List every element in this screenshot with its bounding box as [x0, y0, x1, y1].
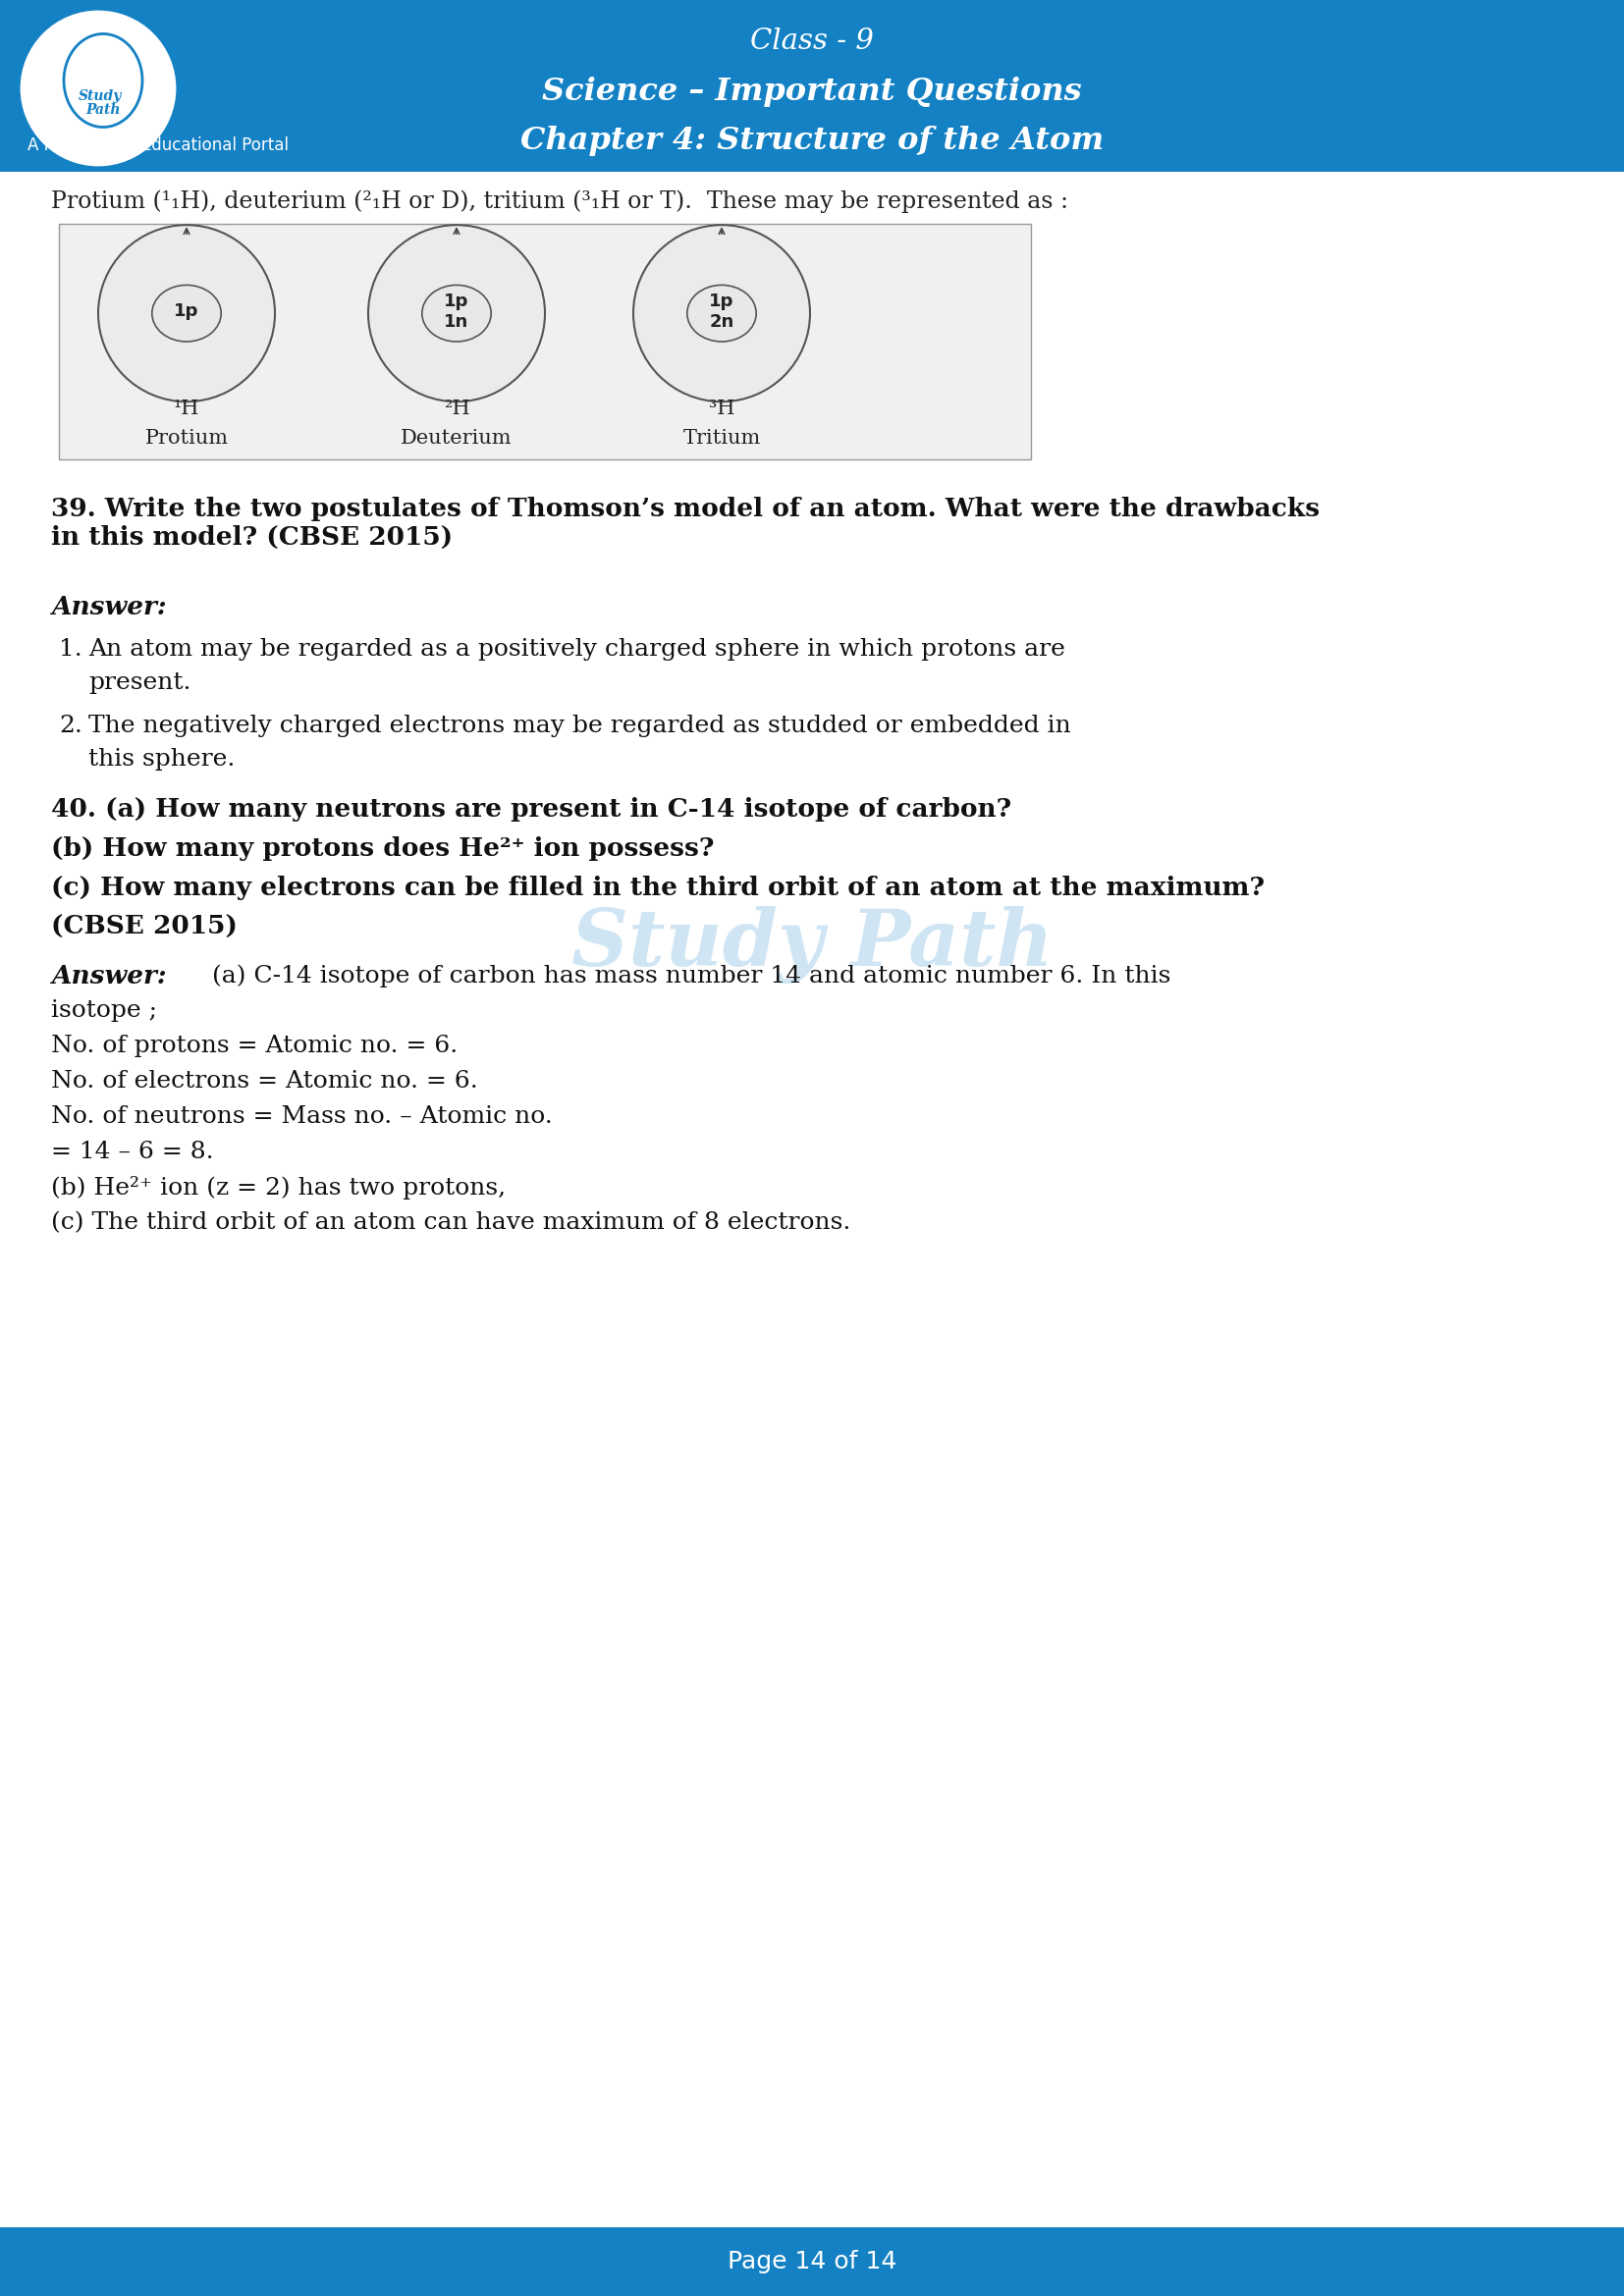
Circle shape [21, 11, 175, 165]
Text: 2.: 2. [58, 714, 83, 737]
Text: (b) He²⁺ ion (z = 2) has two protons,: (b) He²⁺ ion (z = 2) has two protons, [50, 1176, 505, 1199]
Text: 1.: 1. [58, 638, 83, 661]
Text: 1p
2n: 1p 2n [710, 292, 734, 331]
Text: An atom may be regarded as a positively charged sphere in which protons are: An atom may be regarded as a positively … [88, 638, 1065, 661]
Text: (c) The third orbit of an atom can have maximum of 8 electrons.: (c) The third orbit of an atom can have … [50, 1212, 851, 1233]
Text: Chapter 4: Structure of the Atom: Chapter 4: Structure of the Atom [520, 126, 1104, 156]
Text: Study: Study [78, 90, 122, 103]
Text: = 14 – 6 = 8.: = 14 – 6 = 8. [50, 1141, 214, 1164]
Text: 1p
1n: 1p 1n [443, 292, 469, 331]
Text: Tritium: Tritium [682, 429, 760, 448]
Text: (CBSE 2015): (CBSE 2015) [50, 914, 237, 939]
Text: A Free Online Educational Portal: A Free Online Educational Portal [28, 135, 289, 154]
Ellipse shape [153, 285, 221, 342]
Text: (a) C-14 isotope of carbon has mass number 14 and atomic number 6. In this: (a) C-14 isotope of carbon has mass numb… [197, 964, 1171, 987]
Text: ¹H: ¹H [174, 400, 200, 418]
Ellipse shape [422, 285, 490, 342]
Text: Study Path: Study Path [572, 905, 1052, 983]
Text: this sphere.: this sphere. [88, 748, 235, 771]
Text: Deuterium: Deuterium [401, 429, 512, 448]
Text: No. of protons = Atomic no. = 6.: No. of protons = Atomic no. = 6. [50, 1035, 458, 1056]
Text: Page 14 of 14: Page 14 of 14 [728, 2250, 896, 2273]
Bar [58, 223, 1031, 459]
Circle shape [97, 225, 274, 402]
Circle shape [369, 225, 546, 402]
Text: The negatively charged electrons may be regarded as studded or embedded in: The negatively charged electrons may be … [88, 714, 1070, 737]
Text: Class - 9: Class - 9 [750, 28, 874, 55]
Text: No. of electrons = Atomic no. = 6.: No. of electrons = Atomic no. = 6. [50, 1070, 477, 1093]
Text: ³H: ³H [708, 400, 734, 418]
Text: (c) How many electrons can be filled in the third orbit of an atom at the maximu: (c) How many electrons can be filled in … [50, 875, 1265, 900]
Text: 40. (a) How many neutrons are present in C-14 isotope of carbon?: 40. (a) How many neutrons are present in… [50, 797, 1012, 822]
Text: Path: Path [86, 103, 120, 117]
Text: Answer:: Answer: [50, 964, 167, 990]
Bar [0, 0, 1624, 172]
Text: Science – Important Questions: Science – Important Questions [542, 76, 1082, 108]
Circle shape [633, 225, 810, 402]
Text: 39. Write the two postulates of Thomson’s model of an atom. What were the drawba: 39. Write the two postulates of Thomson’… [50, 496, 1320, 549]
Text: isotope ;: isotope ; [50, 999, 158, 1022]
Text: (b) How many protons does He²⁺ ion possess?: (b) How many protons does He²⁺ ion posse… [50, 836, 715, 861]
Text: Answer:: Answer: [50, 595, 167, 620]
Text: Protium: Protium [145, 429, 229, 448]
Text: ²H: ²H [443, 400, 469, 418]
Text: Protium (¹₁H), deuterium (²₁H or D), tritium (³₁H or T).  These may be represent: Protium (¹₁H), deuterium (²₁H or D), tri… [50, 191, 1069, 214]
Text: 1p: 1p [174, 303, 200, 319]
Bar [0, 2227, 1624, 2296]
Text: present.: present. [88, 670, 192, 693]
Ellipse shape [687, 285, 757, 342]
Text: No. of neutrons = Mass no. – Atomic no.: No. of neutrons = Mass no. – Atomic no. [50, 1104, 552, 1127]
